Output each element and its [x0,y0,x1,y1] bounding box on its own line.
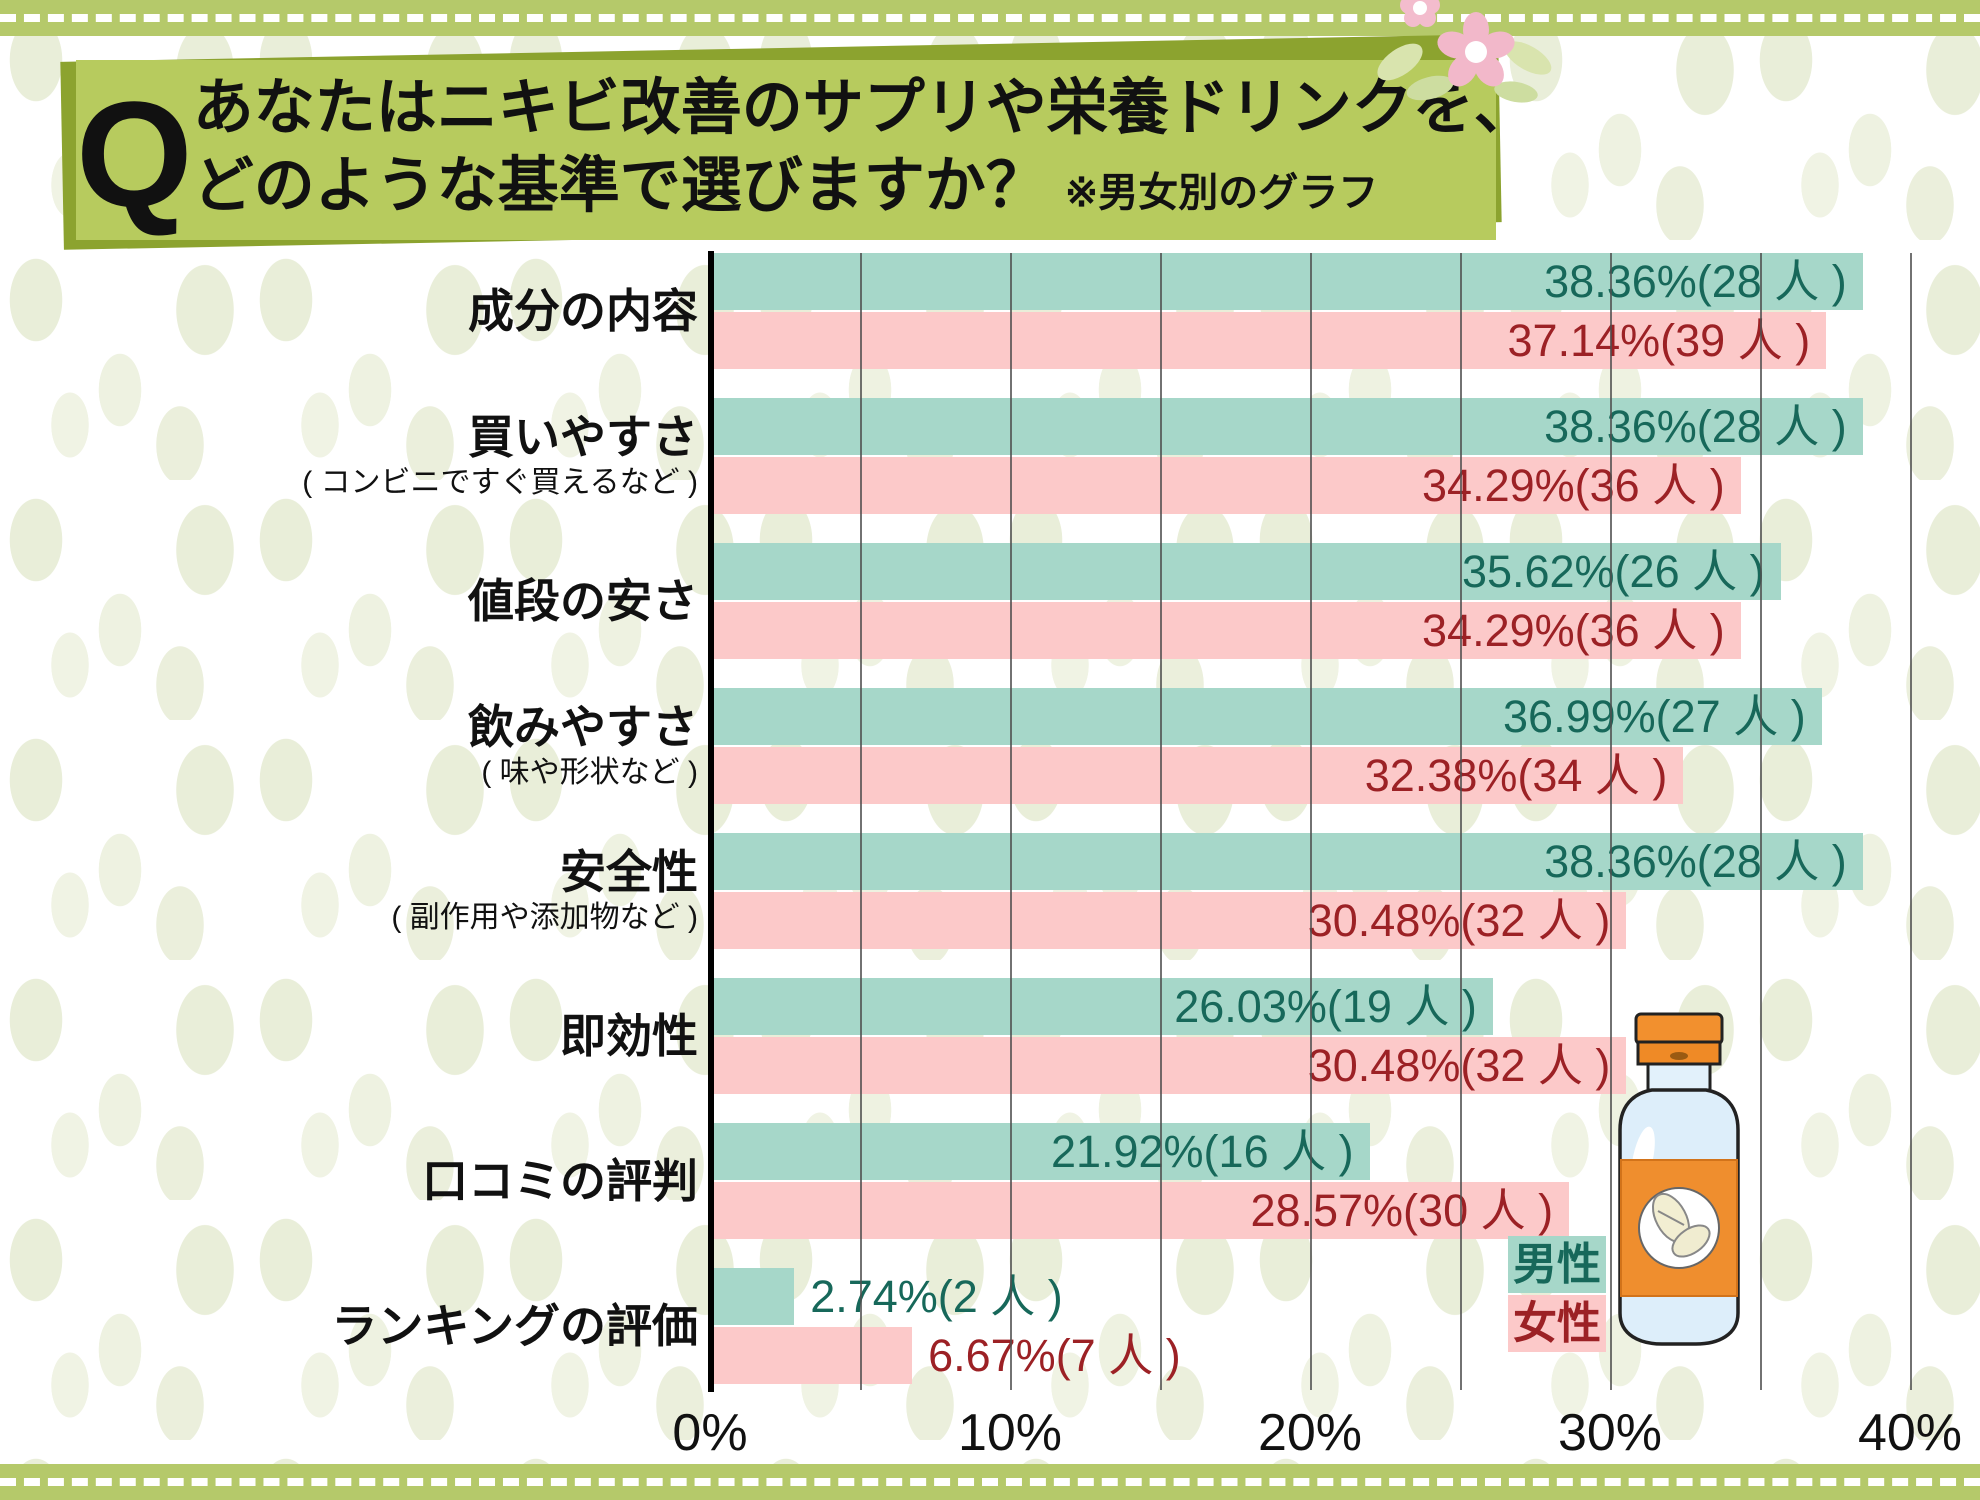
male-bar-6 [712,1123,1370,1180]
bar-value-label: 26.03%(19 人 ) [1174,981,1477,1032]
category-label-sub: ( コンビニですぐ買えるなど ) [302,466,698,499]
x-tick-0: 0% [672,1404,748,1462]
title-line2: どのような基準で選びますか？ [192,151,1047,219]
y-axis-line [708,251,714,1392]
category-label: ランキングの評価 [80,1268,712,1384]
top-dashed-line [0,14,1980,22]
bar-group: 口コミの評判 21.92%(16 人 ) 28.57%(30 人 ) [80,1123,1940,1239]
chart-rows: 成分の内容 38.36%(28 人 ) 37.14%(39 人 ) 買いやすさ( コン… [80,253,1940,1413]
bar-value-label: 38.36%(28 人 ) [1544,401,1847,452]
bar-value-label: 32.38%(34 人 ) [1364,750,1668,801]
bar-value-label: 35.62%(26 人 ) [1461,546,1765,597]
bar-group: 値段の安さ 35.62%(26 人 ) 34.29%(36 人 ) [80,543,1940,659]
female-bar-2 [712,602,1741,659]
top-border-strip [0,0,1980,36]
bar-group: 買いやすさ( コンビニですぐ買えるなど ) 38.36%(28 人 ) 34.29%… [80,398,1940,514]
female-bar-6 [712,1182,1570,1239]
title-line1: あなたはニキビ改善のサプリや栄養ドリンクを、 [192,73,1535,141]
category-label-main: 値段の安さ [468,575,698,627]
x-tick-40: 40% [1857,1404,1963,1462]
female-bar-3 [712,747,1684,804]
male-bar-4 [712,833,1863,890]
x-tick-10: 10% [957,1404,1063,1462]
female-bar-0 [712,312,1827,369]
bar-value-label: 30.48%(32 人 ) [1307,1040,1611,1091]
bars-cell: 21.92%(16 人 ) 28.57%(30 人 ) [712,1123,1940,1239]
legend-female: 女性 [1508,1295,1606,1352]
bar-value-label: 2.74%(2 人 ) [810,1271,1063,1322]
male-bar-0 [712,253,1863,310]
bar-value-label: 28.57%(30 人 ) [1250,1185,1554,1236]
female-bar-7 [712,1327,913,1384]
supplement-bottle-icon [1618,1012,1740,1346]
question-mark-q: Q [76,70,193,238]
category-label-main: 買いやすさ [468,411,698,463]
bottom-dashed-line [0,1478,1980,1486]
title-block: あなたはニキビ改善のサプリや栄養ドリンクを、 どのような基準で選びますか？ ※男女… [193,68,1535,232]
bars-cell: 35.62%(26 人 ) 34.29%(36 人 ) [712,543,1940,659]
bar-value-label: 37.14%(39 人 ) [1507,315,1811,366]
bar-group: 成分の内容 38.36%(28 人 ) 37.14%(39 人 ) [80,253,1940,369]
category-label-main: 成分の内容 [468,285,698,337]
title-note: ※男女別のグラフ [1064,171,1379,215]
bars-cell: 38.36%(28 人 ) 37.14%(39 人 ) [712,253,1940,369]
x-tick-20: 20% [1257,1404,1363,1462]
bars-cell: 26.03%(19 人 ) 30.48%(32 人 ) [712,978,1940,1094]
male-bar-2 [712,543,1781,600]
x-tick-30: 30% [1557,1404,1663,1462]
x-axis-ticks: 0% 10% 20% 30% 40% [80,1403,1962,1483]
bar-chart: 成分の内容 38.36%(28 人 ) 37.14%(39 人 ) 買いやすさ( コン… [80,251,1962,1462]
category-label: 成分の内容 [80,253,712,369]
category-label-main: 飲みやすさ [468,701,698,753]
bar-value-label: 38.36%(28 人 ) [1544,836,1847,887]
bars-cell: 36.99%(27 人 ) 32.38%(34 人 ) [712,688,1940,804]
category-label-sub: ( 味や形状など ) [481,756,698,789]
bar-value-label: 34.29%(36 人 ) [1422,605,1725,656]
male-bar-3 [712,688,1822,745]
bar-value-label: 38.36%(28 人 ) [1544,256,1847,307]
category-label-sub: ( 副作用や添加物など ) [391,901,698,934]
title-line2-row: どのような基準で選びますか？ ※男女別のグラフ [193,146,1535,232]
bar-value-label: 6.67%(7 人 ) [928,1330,1181,1381]
bars-cell: 2.74%(2 人 ) 6.67%(7 人 ) [712,1268,1940,1384]
category-label: 口コミの評判 [80,1123,712,1239]
bottom-border-strip [0,1464,1980,1500]
bars-cell: 38.36%(28 人 ) 34.29%(36 人 ) [712,398,1940,514]
bar-group: 安全性( 副作用や添加物など ) 38.36%(28 人 ) 30.48%(32 人… [80,833,1940,949]
category-label-main: 安全性 [560,846,698,898]
female-bar-5 [712,1037,1627,1094]
category-label-main: ランキングの評価 [331,1300,698,1352]
big-flower [1437,12,1515,87]
female-bar-4 [712,892,1627,949]
bar-value-label: 21.92%(16 人 ) [1050,1126,1354,1177]
bar-value-label: 36.99%(27 人 ) [1503,691,1806,742]
male-bar-7 [712,1268,795,1325]
bars-cell: 38.36%(28 人 ) 30.48%(32 人 ) [712,833,1940,949]
bar-value-label: 34.29%(36 人 ) [1422,460,1725,511]
legend-male: 男性 [1508,1236,1606,1293]
male-bar-1 [712,398,1863,455]
bar-group: 飲みやすさ( 味や形状など ) 36.99%(27 人 ) 32.38%(34 人 … [80,688,1940,804]
category-label: 安全性( 副作用や添加物など ) [80,833,712,949]
category-label: 飲みやすさ( 味や形状など ) [80,688,712,804]
female-bar-1 [712,457,1741,514]
category-label: 即効性 [80,978,712,1094]
bar-value-label: 30.48%(32 人 ) [1307,895,1611,946]
title-banner: Q あなたはニキビ改善のサプリや栄養ドリンクを、 どのような基準で選びますか？ ※… [76,60,1535,240]
category-label-main: 即効性 [560,1010,698,1062]
category-label: 買いやすさ( コンビニですぐ買えるなど ) [80,398,712,514]
bar-group: 即効性 26.03%(19 人 ) 30.48%(32 人 ) [80,978,1940,1094]
category-label-main: 口コミの評判 [422,1155,698,1207]
category-label: 値段の安さ [80,543,712,659]
male-bar-5 [712,978,1493,1035]
bar-group: ランキングの評価 2.74%(2 人 ) 6.67%(7 人 ) [80,1268,1940,1384]
small-flower [1400,0,1440,27]
legend: 男性 女性 [1508,1236,1606,1354]
flower-decoration-icon [1377,0,1552,103]
